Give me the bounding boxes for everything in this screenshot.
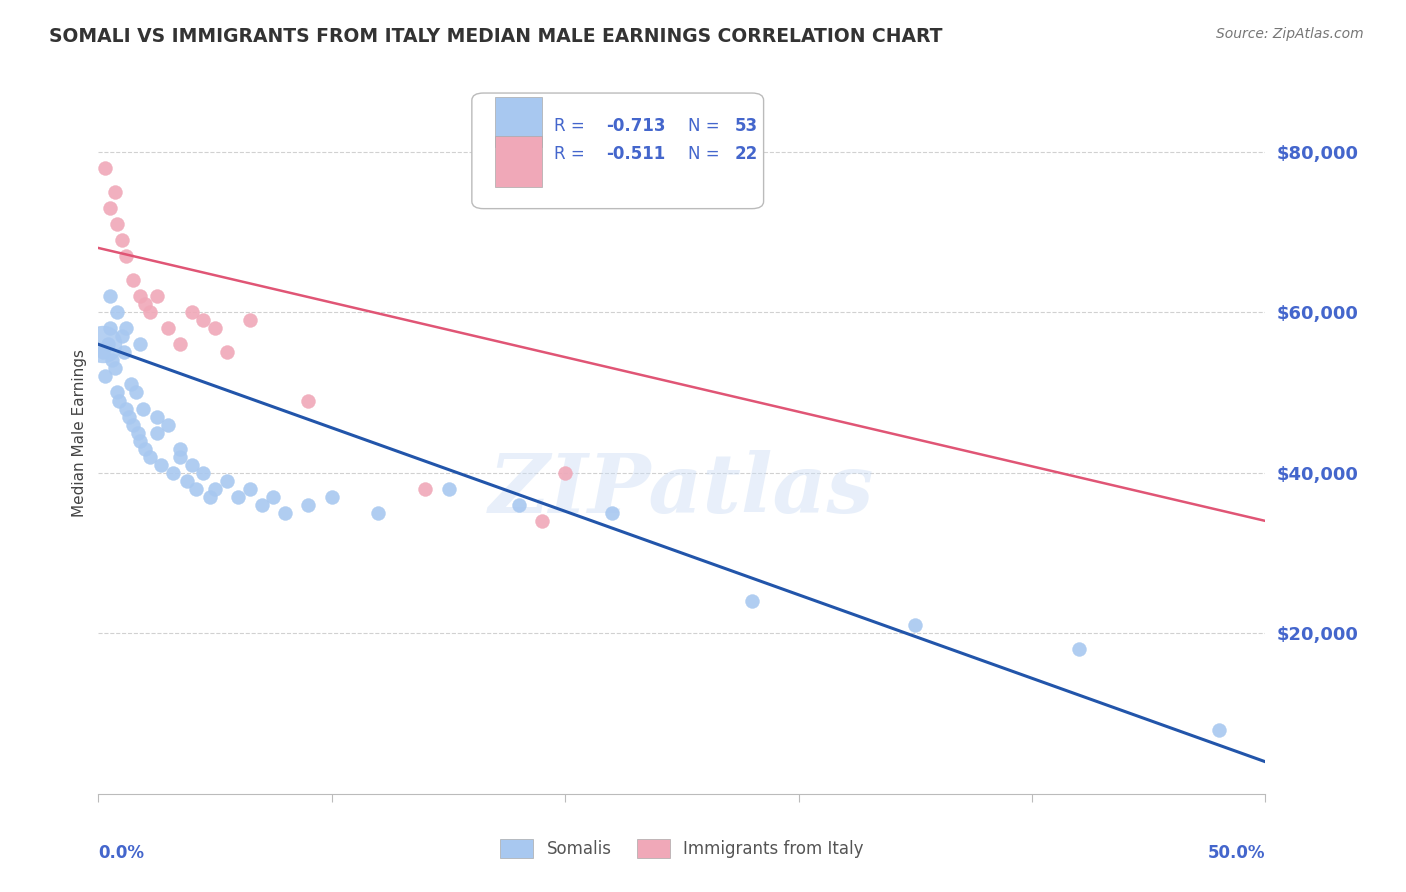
- Point: [134, 442, 156, 456]
- Point: [91, 337, 114, 351]
- Point: [132, 401, 155, 416]
- Point: [98, 321, 121, 335]
- Point: [215, 474, 238, 488]
- Point: [508, 498, 530, 512]
- Text: 0.0%: 0.0%: [98, 845, 145, 863]
- Point: [554, 466, 576, 480]
- Point: [112, 345, 135, 359]
- Point: [741, 594, 763, 608]
- Point: [169, 442, 191, 456]
- Point: [367, 506, 389, 520]
- Point: [904, 618, 927, 632]
- Point: [193, 313, 215, 327]
- Point: [111, 329, 134, 343]
- Point: [146, 425, 169, 440]
- Point: [120, 377, 142, 392]
- Point: [115, 249, 138, 263]
- Point: [200, 490, 222, 504]
- Point: [125, 385, 148, 400]
- Point: [139, 450, 162, 464]
- Point: [176, 474, 198, 488]
- Point: [297, 498, 319, 512]
- Text: N =: N =: [688, 117, 724, 135]
- Text: R =: R =: [554, 145, 589, 163]
- Text: Source: ZipAtlas.com: Source: ZipAtlas.com: [1216, 27, 1364, 41]
- Point: [115, 401, 138, 416]
- Point: [129, 337, 152, 351]
- Point: [186, 482, 208, 496]
- Point: [274, 506, 297, 520]
- Point: [139, 305, 162, 319]
- Point: [129, 434, 152, 448]
- Point: [157, 417, 180, 432]
- Point: [108, 393, 131, 408]
- Point: [146, 289, 169, 303]
- Point: [193, 466, 215, 480]
- Point: [104, 185, 127, 199]
- Point: [157, 321, 180, 335]
- Point: [91, 345, 114, 359]
- Point: [180, 305, 202, 319]
- Point: [239, 313, 262, 327]
- Point: [162, 466, 184, 480]
- Point: [413, 482, 436, 496]
- Point: [262, 490, 284, 504]
- Point: [94, 369, 117, 384]
- Point: [215, 345, 238, 359]
- Point: [118, 409, 141, 424]
- Point: [111, 233, 134, 247]
- Legend: Somalis, Immigrants from Italy: Somalis, Immigrants from Italy: [494, 832, 870, 865]
- Text: R =: R =: [554, 117, 589, 135]
- Point: [1208, 723, 1230, 737]
- Text: N =: N =: [688, 145, 724, 163]
- Point: [204, 482, 226, 496]
- Point: [297, 393, 319, 408]
- Point: [105, 217, 128, 231]
- FancyBboxPatch shape: [495, 136, 541, 187]
- Text: 53: 53: [734, 117, 758, 135]
- Point: [105, 305, 128, 319]
- Text: 50.0%: 50.0%: [1208, 845, 1265, 863]
- Point: [98, 201, 121, 215]
- FancyBboxPatch shape: [472, 93, 763, 209]
- Point: [150, 458, 173, 472]
- Y-axis label: Median Male Earnings: Median Male Earnings: [72, 349, 87, 516]
- Point: [129, 289, 152, 303]
- Point: [437, 482, 460, 496]
- Point: [204, 321, 226, 335]
- Text: ZIPatlas: ZIPatlas: [489, 450, 875, 531]
- Point: [250, 498, 273, 512]
- Point: [169, 337, 191, 351]
- Point: [600, 506, 623, 520]
- Text: -0.511: -0.511: [606, 145, 665, 163]
- Point: [127, 425, 149, 440]
- Point: [228, 490, 250, 504]
- Point: [115, 321, 138, 335]
- Point: [104, 361, 127, 376]
- FancyBboxPatch shape: [495, 96, 541, 147]
- Point: [239, 482, 262, 496]
- Point: [169, 450, 191, 464]
- Point: [97, 337, 120, 351]
- Text: -0.713: -0.713: [606, 117, 665, 135]
- Point: [134, 297, 156, 311]
- Point: [122, 273, 145, 287]
- Text: SOMALI VS IMMIGRANTS FROM ITALY MEDIAN MALE EARNINGS CORRELATION CHART: SOMALI VS IMMIGRANTS FROM ITALY MEDIAN M…: [49, 27, 942, 45]
- Point: [321, 490, 343, 504]
- Point: [1067, 642, 1090, 657]
- Point: [94, 161, 117, 175]
- Text: 22: 22: [734, 145, 758, 163]
- Point: [105, 385, 128, 400]
- Point: [98, 289, 121, 303]
- Point: [146, 409, 169, 424]
- Point: [180, 458, 202, 472]
- Point: [122, 417, 145, 432]
- Point: [530, 514, 553, 528]
- Point: [101, 353, 124, 368]
